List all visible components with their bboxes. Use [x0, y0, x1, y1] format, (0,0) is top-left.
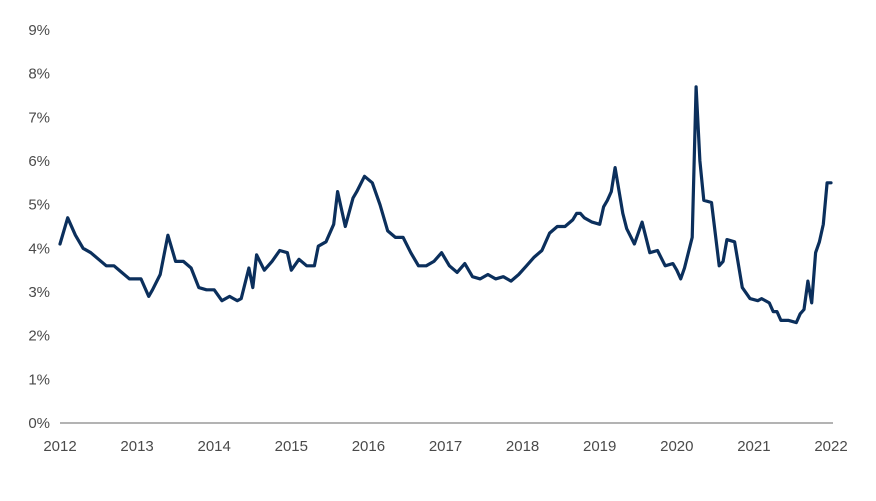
- x-tick-label: 2014: [198, 438, 231, 455]
- x-tick-label: 2012: [43, 438, 76, 455]
- x-tick-label: 2021: [737, 438, 770, 455]
- y-tick-label: 6%: [28, 153, 50, 170]
- y-tick-label: 5%: [28, 197, 50, 214]
- x-tick-label: 2018: [506, 438, 539, 455]
- x-tick-label: 2013: [120, 438, 153, 455]
- x-tick-label: 2022: [814, 438, 847, 455]
- x-axis-ticks: 2012 2013 2014 2015 2016 2017 2018 2019 2020 2021…: [43, 438, 847, 455]
- y-tick-label: 4%: [28, 240, 50, 257]
- y-tick-label: 3%: [28, 284, 50, 301]
- x-tick-label: 2017: [429, 438, 462, 455]
- x-tick-label: 2016: [352, 438, 385, 455]
- y-tick-label: 2%: [28, 328, 50, 345]
- y-tick-label: 1%: [28, 371, 50, 388]
- y-tick-label: 0%: [28, 415, 50, 432]
- y-tick-label: 8%: [28, 66, 50, 83]
- y-tick-label: 7%: [28, 109, 50, 126]
- x-tick-label: 2019: [583, 438, 616, 455]
- y-axis-ticks: 0% 1% 2% 3% 4% 5% 6% 7% 8% 9%: [28, 22, 50, 432]
- y-tick-label: 9%: [28, 22, 50, 39]
- x-tick-label: 2020: [660, 438, 693, 455]
- series-line: [58, 85, 833, 325]
- x-tick-label: 2015: [275, 438, 308, 455]
